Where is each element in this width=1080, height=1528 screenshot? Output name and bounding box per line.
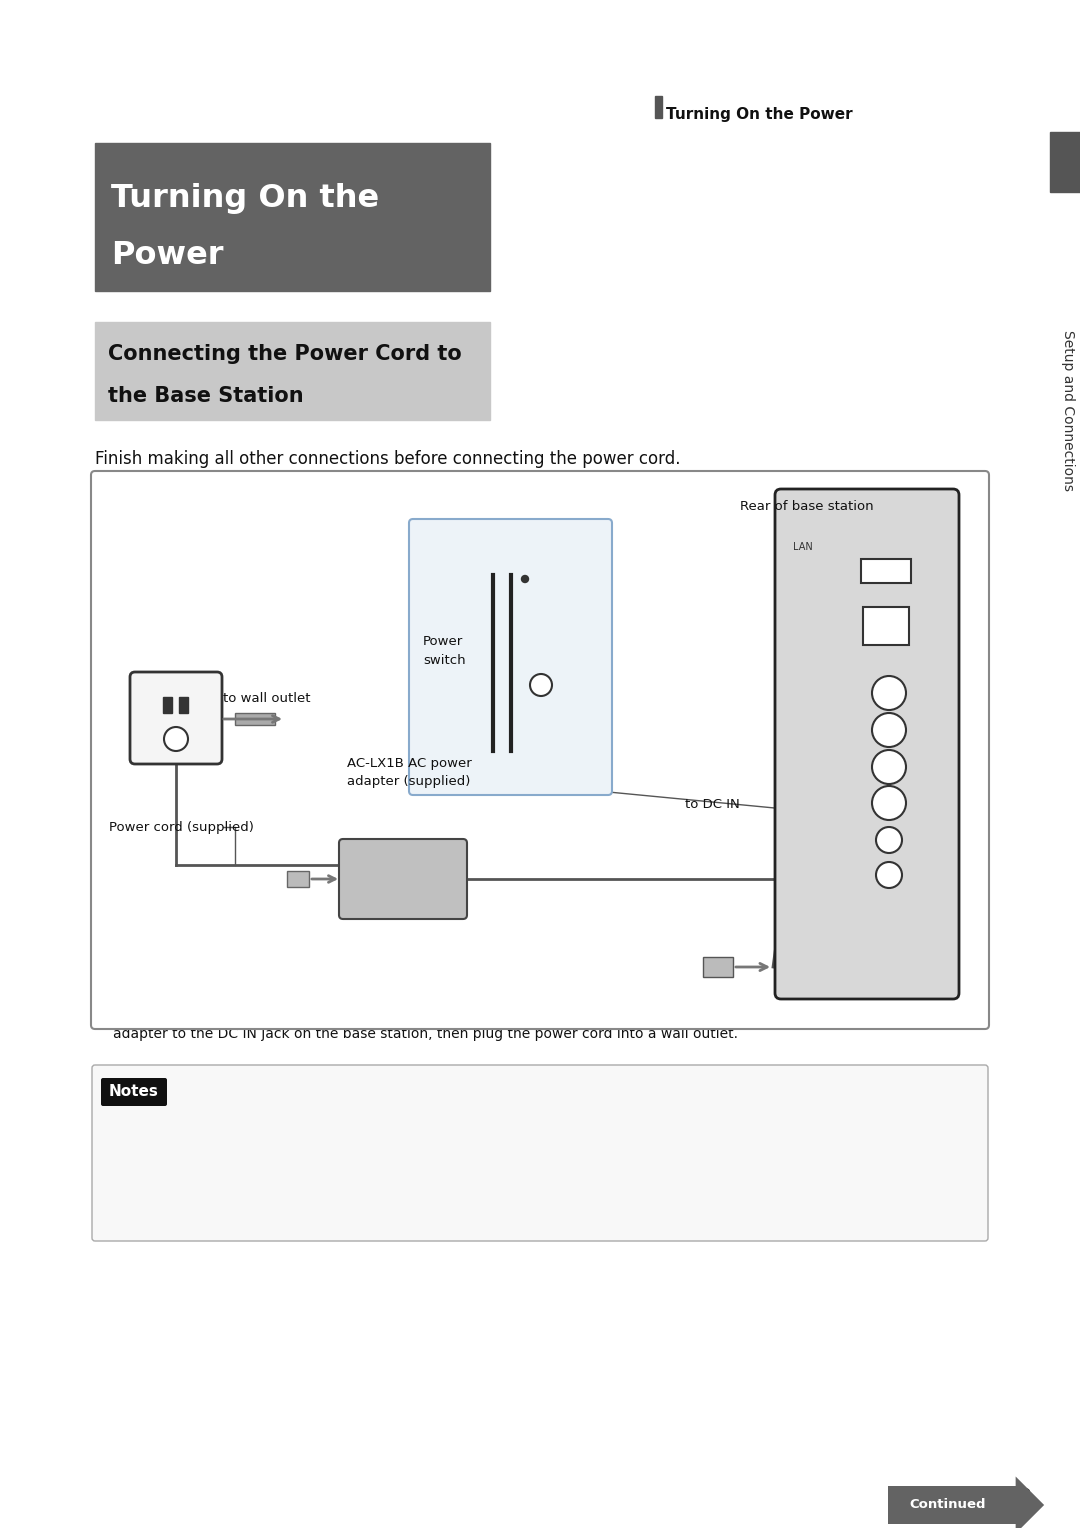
Text: Setup and Connections: Setup and Connections xyxy=(1061,330,1075,490)
Text: AC-LX1B AC power
adapter (supplied): AC-LX1B AC power adapter (supplied) xyxy=(347,756,472,788)
FancyBboxPatch shape xyxy=(409,520,612,795)
FancyArrowPatch shape xyxy=(224,715,279,723)
Circle shape xyxy=(164,727,188,750)
FancyBboxPatch shape xyxy=(130,672,222,764)
Text: Notes: Notes xyxy=(109,1085,159,1100)
Circle shape xyxy=(872,675,906,711)
Bar xyxy=(179,697,188,714)
Text: • Be sure to use the base station AC power adapter: • Be sure to use the base station AC pow… xyxy=(109,1120,468,1134)
Text: Rear of base station: Rear of base station xyxy=(740,501,874,513)
Text: Finish making all other connections before connecting the power cord.: Finish making all other connections befo… xyxy=(95,451,680,468)
Bar xyxy=(654,96,662,118)
FancyBboxPatch shape xyxy=(775,489,959,999)
FancyArrowPatch shape xyxy=(312,876,335,882)
Bar xyxy=(703,957,733,976)
Text: Power
switch: Power switch xyxy=(423,636,465,668)
Bar xyxy=(287,871,309,886)
Text: to wall outlet: to wall outlet xyxy=(222,692,311,706)
Bar xyxy=(95,144,490,290)
Text: interfere with your television reception.: interfere with your television reception… xyxy=(552,1152,836,1166)
Text: Connecting the Power Cord to: Connecting the Power Cord to xyxy=(108,344,462,364)
FancyBboxPatch shape xyxy=(102,1077,167,1106)
Bar xyxy=(95,322,490,420)
Text: Turning On the: Turning On the xyxy=(111,182,379,214)
Text: adapter to the DC IN jack on the base station, then plug the power cord into a w: adapter to the DC IN jack on the base st… xyxy=(113,1027,738,1041)
Bar xyxy=(1050,131,1080,193)
Bar xyxy=(861,559,912,584)
Circle shape xyxy=(876,827,902,853)
Text: Continued: Continued xyxy=(909,1499,986,1511)
Text: • Do not bundle the base station AC power adapter: • Do not bundle the base station AC powe… xyxy=(552,1120,909,1134)
Text: (AC-LX1B). The monitor AC power adapter: (AC-LX1B). The monitor AC power adapter xyxy=(109,1135,411,1151)
Circle shape xyxy=(872,750,906,784)
Text: 23: 23 xyxy=(1003,1488,1032,1508)
FancyBboxPatch shape xyxy=(339,839,467,918)
FancyBboxPatch shape xyxy=(888,1476,1044,1528)
Text: Power cord (supplied): Power cord (supplied) xyxy=(109,821,254,833)
Text: X5) cannot be used as a substitute.: X5) cannot be used as a substitute. xyxy=(109,1167,364,1183)
Text: the Base Station: the Base Station xyxy=(108,387,303,406)
Circle shape xyxy=(876,862,902,888)
Circle shape xyxy=(530,674,552,695)
Bar xyxy=(235,714,275,724)
Bar xyxy=(863,607,909,645)
FancyBboxPatch shape xyxy=(92,1065,988,1241)
Text: LAN: LAN xyxy=(793,542,813,552)
Text: to DC IN: to DC IN xyxy=(685,799,740,811)
Circle shape xyxy=(522,576,528,582)
Bar xyxy=(163,697,172,714)
Text: (AC-LX1M for the LF-X1, AC-LX5M for the LF-: (AC-LX1M for the LF-X1, AC-LX5M for the … xyxy=(109,1152,426,1166)
Circle shape xyxy=(872,785,906,821)
Text: cord and the antenna cable together. Doing so may: cord and the antenna cable together. Doi… xyxy=(552,1135,920,1151)
Text: Power: Power xyxy=(111,240,224,270)
FancyArrowPatch shape xyxy=(735,963,767,970)
FancyBboxPatch shape xyxy=(91,471,989,1028)
Circle shape xyxy=(872,714,906,747)
Text: Connect the power cord to the base station AC power adapter (AC-LX1B), and the A: Connect the power cord to the base stati… xyxy=(113,1010,753,1024)
Text: Turning On the Power: Turning On the Power xyxy=(666,107,852,122)
